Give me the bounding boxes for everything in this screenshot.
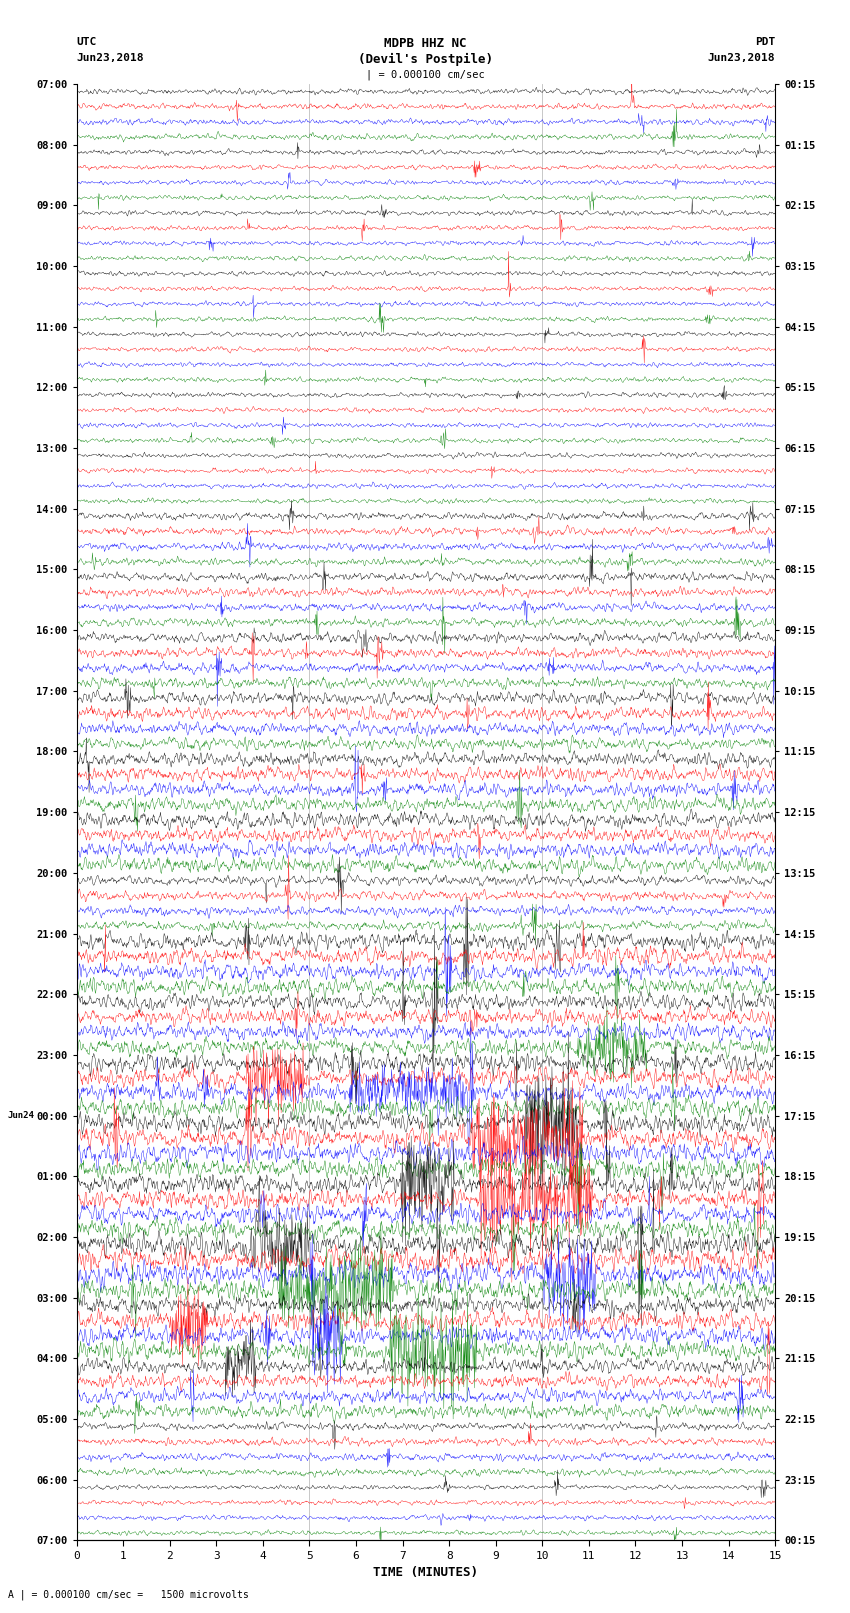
Text: Jun24: Jun24 [8,1111,35,1119]
Text: PDT: PDT [755,37,775,47]
Text: UTC: UTC [76,37,97,47]
Text: A | = 0.000100 cm/sec =   1500 microvolts: A | = 0.000100 cm/sec = 1500 microvolts [8,1589,249,1600]
Text: (Devil's Postpile): (Devil's Postpile) [358,53,492,66]
Text: MDPB HHZ NC: MDPB HHZ NC [383,37,467,50]
Text: | = 0.000100 cm/sec: | = 0.000100 cm/sec [366,69,484,81]
X-axis label: TIME (MINUTES): TIME (MINUTES) [373,1566,479,1579]
Text: Jun23,2018: Jun23,2018 [76,53,144,63]
Text: Jun23,2018: Jun23,2018 [708,53,775,63]
